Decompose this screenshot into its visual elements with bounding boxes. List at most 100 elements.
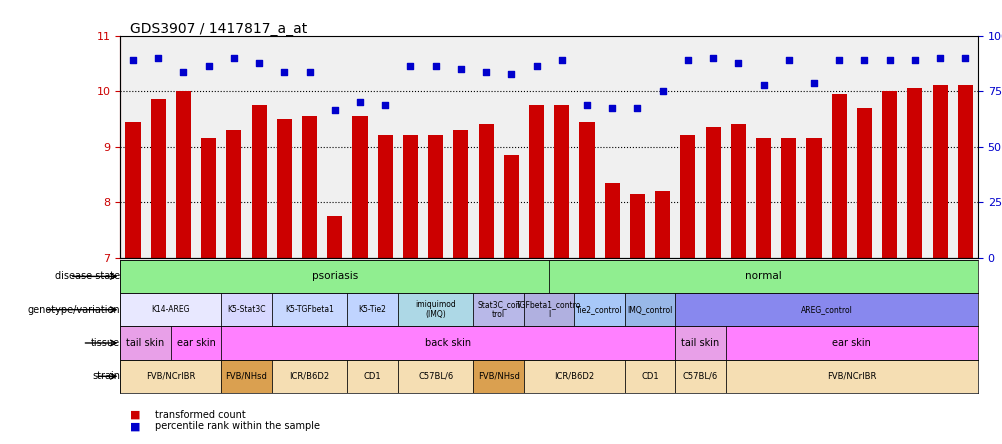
Bar [428, 135, 443, 258]
Point [200, 63, 216, 70]
Bar [473, 360, 523, 393]
Point [654, 87, 670, 95]
Text: Stat3C_con
trol: Stat3C_con trol [477, 300, 520, 319]
Text: GDS3907 / 1417817_a_at: GDS3907 / 1417817_a_at [130, 22, 308, 36]
Bar [674, 360, 725, 393]
Bar [175, 91, 190, 258]
Text: K14-AREG: K14-AREG [151, 305, 189, 314]
Text: CD1: CD1 [640, 372, 658, 381]
Text: K5-TGFbeta1: K5-TGFbeta1 [285, 305, 334, 314]
Bar [170, 326, 221, 360]
Point [452, 65, 468, 72]
Text: ear skin: ear skin [832, 338, 871, 348]
Point [780, 57, 796, 64]
Point [906, 57, 922, 64]
Bar [523, 293, 574, 326]
Bar [624, 360, 674, 393]
Bar [679, 135, 694, 258]
Text: ICR/B6D2: ICR/B6D2 [290, 372, 330, 381]
Bar [881, 91, 897, 258]
Point [956, 54, 972, 61]
Point [806, 79, 822, 86]
Point [629, 104, 645, 111]
Bar [503, 155, 518, 258]
Bar [629, 194, 644, 258]
Bar [548, 260, 977, 293]
Bar [453, 130, 468, 258]
Point [352, 99, 368, 106]
Bar [347, 360, 398, 393]
Bar [347, 293, 398, 326]
Text: tissue: tissue [91, 338, 120, 348]
Text: genotype/variation: genotype/variation [28, 305, 120, 315]
Bar [403, 135, 418, 258]
Text: ■: ■ [130, 410, 140, 420]
Bar [221, 326, 674, 360]
Bar [624, 293, 674, 326]
Text: TGFbeta1_contro
l: TGFbeta1_contro l [516, 300, 581, 319]
Text: tail skin: tail skin [680, 338, 718, 348]
Bar [674, 293, 977, 326]
Point [503, 71, 519, 78]
Point [327, 107, 343, 114]
Bar [932, 86, 947, 258]
Bar [272, 360, 347, 393]
Bar [806, 138, 821, 258]
Text: K5-Stat3C: K5-Stat3C [227, 305, 266, 314]
Point [250, 60, 267, 67]
Text: K5-Tie2: K5-Tie2 [359, 305, 386, 314]
Point [150, 54, 166, 61]
Text: back skin: back skin [425, 338, 471, 348]
Point [377, 101, 393, 108]
Text: normal: normal [744, 271, 782, 281]
Text: C57BL/6: C57BL/6 [418, 372, 453, 381]
Bar [574, 293, 624, 326]
Point [755, 82, 771, 89]
Text: Tie2_control: Tie2_control [576, 305, 622, 314]
Text: imiquimod
(IMQ): imiquimod (IMQ) [415, 300, 456, 319]
Text: tail skin: tail skin [126, 338, 164, 348]
Bar [528, 105, 543, 258]
Point [276, 68, 292, 75]
Point [578, 101, 594, 108]
Text: psoriasis: psoriasis [312, 271, 358, 281]
Bar [120, 360, 221, 393]
Bar [473, 293, 523, 326]
Bar [654, 191, 669, 258]
Bar [327, 216, 342, 258]
Text: FVB/NHsd: FVB/NHsd [477, 372, 519, 381]
Bar [730, 124, 745, 258]
Bar [352, 116, 367, 258]
Text: CD1: CD1 [364, 372, 381, 381]
Bar [398, 360, 473, 393]
Bar [781, 138, 796, 258]
Point [402, 63, 418, 70]
Bar [120, 326, 170, 360]
Point [856, 57, 872, 64]
Bar [907, 88, 922, 258]
Text: transformed count: transformed count [155, 410, 245, 420]
Point [302, 68, 318, 75]
Bar [856, 108, 871, 258]
Text: FVB/NCrIBR: FVB/NCrIBR [827, 372, 876, 381]
Bar [579, 122, 594, 258]
Bar [252, 105, 267, 258]
Point [831, 57, 847, 64]
Bar [150, 99, 165, 258]
Point [704, 54, 720, 61]
Point [553, 57, 569, 64]
Bar [221, 360, 272, 393]
Bar [957, 86, 972, 258]
Bar [523, 360, 624, 393]
Point [931, 54, 947, 61]
Point [881, 57, 897, 64]
Bar [221, 293, 272, 326]
Bar [604, 182, 619, 258]
Text: strain: strain [92, 371, 120, 381]
Text: ■: ■ [130, 421, 140, 431]
Text: percentile rank within the sample: percentile rank within the sample [155, 421, 321, 431]
Bar [674, 326, 725, 360]
Bar [554, 105, 569, 258]
Bar [831, 94, 846, 258]
Point [603, 104, 619, 111]
